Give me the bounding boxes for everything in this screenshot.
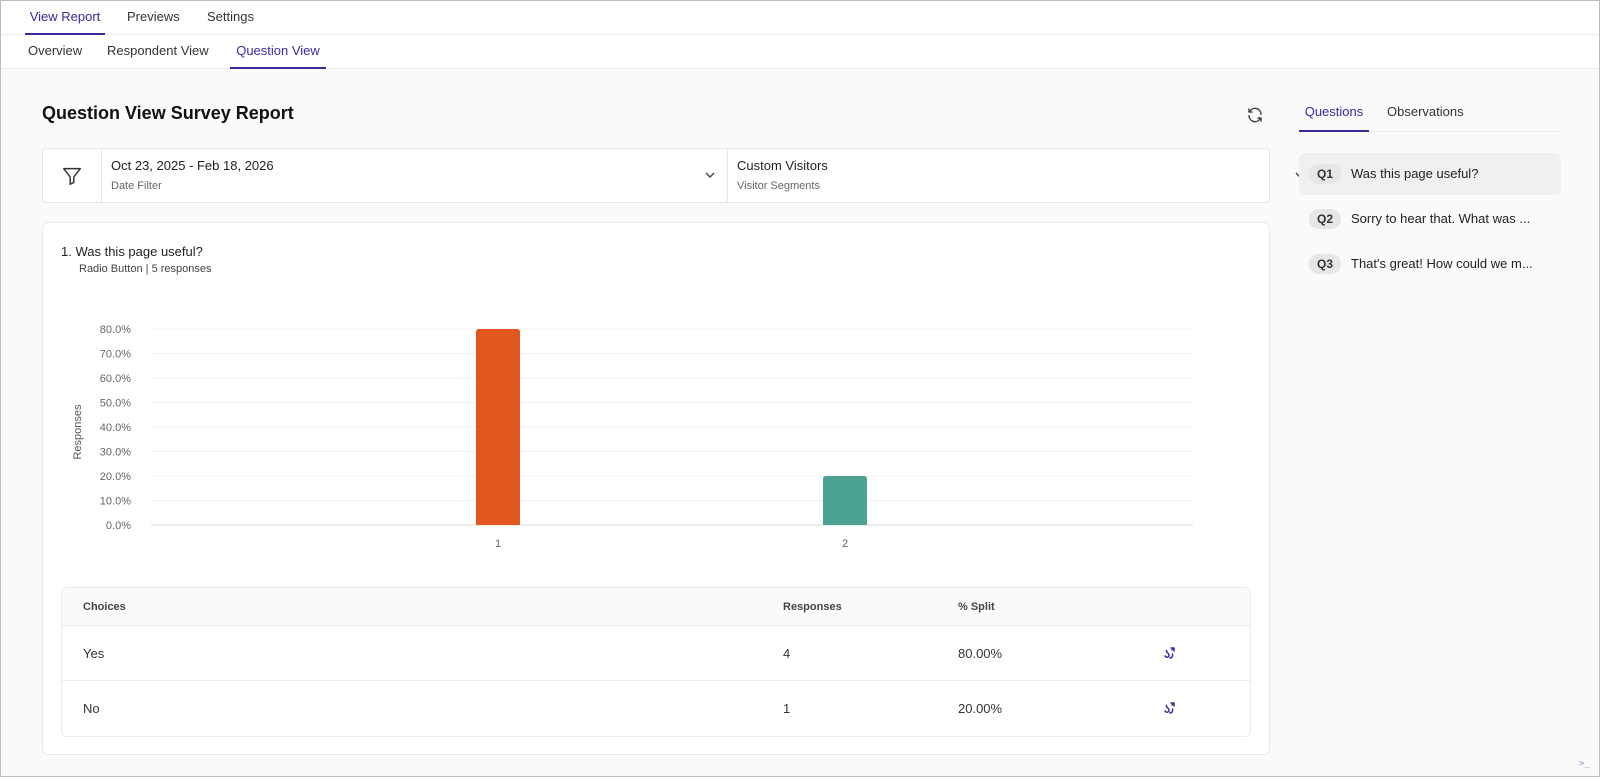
bar-2[interactable] (823, 476, 867, 525)
bar-1[interactable] (476, 329, 520, 525)
terminal-icon[interactable]: >_ (1579, 759, 1590, 769)
y-tick-label: 10.0% (100, 496, 131, 508)
side-tab-bar: Questions Observations (1299, 97, 1561, 132)
responses-cell: 1 (783, 701, 791, 716)
filter-bar: Oct 23, 2025 - Feb 18, 2026 Date Filter … (42, 148, 1305, 203)
question-meta: Radio Button | 5 responses (79, 263, 212, 275)
tab-observations[interactable]: Observations (1387, 104, 1464, 119)
y-tick-label: 40.0% (100, 422, 131, 434)
responses-table: Choices Responses % Split Yes 4 80.00% N… (61, 587, 1251, 737)
question-item-q1[interactable]: Q1 Was this page useful? (1299, 153, 1561, 195)
y-tick-label: 70.0% (100, 349, 131, 361)
question-report-card: 1. Was this page useful? Radio Button | … (42, 222, 1270, 755)
top-tab-bar: View Report Previews Settings (1, 1, 1599, 35)
visitor-segments-value: Custom Visitors (737, 158, 828, 173)
y-tick-label: 0.0% (106, 520, 131, 532)
y-axis-label: Responses (72, 404, 84, 460)
respondents-link-icon[interactable] (1162, 645, 1178, 661)
choice-cell: Yes (83, 646, 105, 661)
date-filter-dropdown[interactable]: Oct 23, 2025 - Feb 18, 2026 Date Filter (102, 149, 728, 202)
sub-tab-bar: Overview Respondent View Question View (1, 35, 1599, 69)
table-header-row: Choices Responses % Split (62, 588, 1250, 626)
tab-respondent-view[interactable]: Respondent View (107, 43, 209, 58)
tab-settings[interactable]: Settings (207, 9, 254, 24)
column-header-split: % Split (958, 601, 995, 613)
refresh-icon[interactable] (1246, 106, 1264, 124)
tab-questions[interactable]: Questions (1299, 97, 1369, 132)
bar-chart: 0.0% 10.0% 20.0% 30.0% 40.0% 50.0% 60.0% 70.0% 8… (72, 324, 1193, 550)
question-text: Sorry to hear that. What was ... (1351, 211, 1531, 226)
question-text: That's great! How could we m... (1351, 256, 1533, 271)
y-tick-label: 60.0% (100, 373, 131, 385)
column-header-responses: Responses (783, 601, 842, 613)
y-tick-label: 20.0% (100, 471, 131, 483)
question-item-q3[interactable]: Q3 That's great! How could we m... (1299, 243, 1561, 285)
question-badge: Q1 (1309, 164, 1341, 184)
x-tick-label: 1 (495, 538, 501, 550)
visitor-segments-label: Visitor Segments (737, 180, 820, 192)
visitor-segments-dropdown[interactable]: Custom Visitors Visitor Segments (728, 149, 1305, 202)
question-text: Was this page useful? (1351, 166, 1479, 181)
date-filter-value: Oct 23, 2025 - Feb 18, 2026 (111, 158, 274, 173)
filter-button[interactable] (43, 149, 102, 202)
tab-previews[interactable]: Previews (127, 9, 180, 24)
choice-cell: No (83, 701, 100, 716)
x-tick-label: 2 (842, 538, 848, 550)
table-row: No 1 20.00% (62, 681, 1250, 736)
tab-question-view[interactable]: Question View (230, 35, 326, 69)
funnel-icon (63, 167, 81, 185)
question-heading: 1. Was this page useful? (61, 244, 203, 259)
date-filter-label: Date Filter (111, 180, 162, 192)
respondents-link-icon[interactable] (1162, 700, 1178, 716)
tab-overview[interactable]: Overview (28, 43, 83, 58)
chevron-down-icon (705, 172, 715, 178)
question-badge: Q3 (1309, 254, 1341, 274)
responses-cell: 4 (783, 646, 791, 661)
question-badge: Q2 (1309, 209, 1341, 229)
table-row: Yes 4 80.00% (62, 626, 1250, 681)
split-cell: 80.00% (958, 646, 1003, 661)
column-header-choices: Choices (83, 601, 126, 613)
y-tick-label: 80.0% (100, 324, 131, 336)
question-item-q2[interactable]: Q2 Sorry to hear that. What was ... (1299, 198, 1561, 240)
y-tick-label: 30.0% (100, 447, 131, 459)
split-cell: 20.00% (958, 701, 1003, 716)
page-title: Question View Survey Report (42, 103, 294, 123)
y-tick-label: 50.0% (100, 398, 131, 410)
tab-view-report[interactable]: View Report (25, 1, 105, 35)
